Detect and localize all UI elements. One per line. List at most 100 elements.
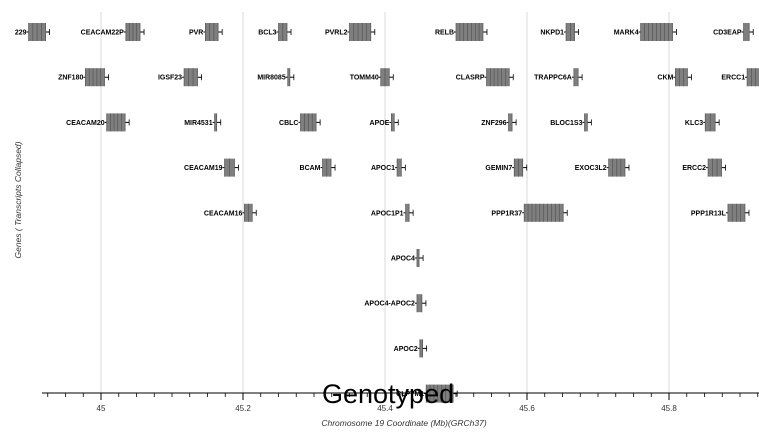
gene-ceacam19: CEACAM19 bbox=[184, 158, 239, 177]
gene-cd3eap: CD3EAP bbox=[713, 23, 754, 41]
gene-label: APOC1P1 bbox=[371, 210, 404, 217]
x-tick-label: 45.2 bbox=[235, 404, 251, 413]
x-axis-minor-ticks bbox=[47, 393, 759, 397]
gene-gemin7: GEMIN7 bbox=[485, 158, 528, 177]
gene-label: IGSF23 bbox=[158, 75, 182, 82]
gene-body bbox=[287, 68, 290, 87]
gene-trappc6a: TRAPPC6A bbox=[534, 68, 583, 87]
gene-exoc3l2: EXOC3L2 bbox=[575, 158, 630, 177]
gene-apoe: APOE bbox=[370, 113, 399, 132]
gene-ppp1r13l: PPP1R13L bbox=[691, 203, 750, 222]
gene-label: CEACAM19 bbox=[184, 165, 223, 172]
gene-label: EXOC3L2 bbox=[575, 165, 607, 172]
gene-mir4531: MIR4531 bbox=[184, 113, 222, 132]
gene-label: GEMIN7 bbox=[485, 165, 512, 172]
gene-body bbox=[205, 23, 219, 41]
gene-label: APOC2 bbox=[394, 346, 418, 353]
gene-body bbox=[573, 68, 579, 87]
gene-relb: RELB bbox=[435, 23, 488, 41]
gene-label: PVRL2 bbox=[325, 30, 348, 37]
gene-apoc4-apoc2: APOC4-APOC2 bbox=[364, 294, 427, 313]
gene-label: CEACAM16 bbox=[204, 210, 243, 217]
gene-label: ZNF180 bbox=[58, 75, 83, 82]
gene-label: CEACAM20 bbox=[66, 120, 105, 127]
gene-label: CD3EAP bbox=[713, 30, 742, 37]
gene-label: BCAM bbox=[300, 165, 321, 172]
gene-body bbox=[426, 384, 454, 403]
gene-body bbox=[106, 113, 126, 132]
gene-label: CBLC bbox=[279, 120, 298, 127]
x-axis-major-ticks: 45 45.2 45.4 45.6 45.8 bbox=[97, 393, 677, 413]
gene-label: PPP1R37 bbox=[491, 210, 522, 217]
x-tick-label: 45.4 bbox=[377, 404, 393, 413]
gene-mark4: MARK4 bbox=[614, 23, 677, 41]
gene-label: ERCC2 bbox=[682, 165, 706, 172]
gene-body bbox=[675, 68, 688, 87]
gene-igsf23: IGSF23 bbox=[158, 68, 202, 87]
gene-229: 229 bbox=[15, 23, 51, 41]
gene-label: MIR4531 bbox=[184, 120, 213, 127]
x-tick-label: 45.8 bbox=[661, 404, 677, 413]
gene-bcam: BCAM bbox=[300, 158, 336, 177]
gene-bcl3: BCL3 bbox=[258, 23, 292, 41]
gene-label: ERCC1 bbox=[721, 75, 745, 82]
gene-label: MARK4 bbox=[614, 30, 639, 37]
x-axis-title: Chromosome 19 Coordinate (Mb)(GRCh37) bbox=[321, 418, 487, 428]
gene-znf296: ZNF296 bbox=[481, 113, 517, 132]
gene-body bbox=[584, 113, 588, 132]
gene-body bbox=[405, 203, 410, 222]
gene-label: PVR bbox=[189, 30, 203, 37]
gene-body bbox=[456, 23, 483, 41]
gene-pvrl2: PVRL2 bbox=[325, 23, 376, 41]
gene-ercc1: ERCC1 bbox=[721, 68, 759, 87]
gene-label: CLPTM1 bbox=[396, 391, 424, 398]
y-axis-title: Genes ( Transcripts Collapsed) bbox=[13, 141, 23, 258]
gene-body bbox=[85, 68, 105, 87]
gene-body bbox=[743, 23, 750, 41]
gene-clptm1: CLPTM1 bbox=[396, 384, 458, 403]
gene-label: NKPD1 bbox=[540, 30, 564, 37]
gene-klc3: KLC3 bbox=[685, 113, 720, 132]
gene-label: PPP1R13L bbox=[691, 210, 727, 217]
gene-label: BLOC1S3 bbox=[550, 120, 582, 127]
gene-label: TRAPPC6A bbox=[534, 75, 572, 82]
gene-label: CEACAM22P bbox=[81, 30, 125, 37]
gene-apoc1p1: APOC1P1 bbox=[371, 203, 414, 222]
gene-nkpd1: NKPD1 bbox=[540, 23, 579, 41]
gene-label: APOC1 bbox=[371, 165, 395, 172]
gene-label: APOE bbox=[370, 120, 390, 127]
gene-bloc1s3: BLOC1S3 bbox=[550, 113, 592, 132]
gene-body bbox=[419, 339, 423, 358]
gene-apoc2: APOC2 bbox=[394, 339, 428, 358]
gene-label: ZNF296 bbox=[481, 120, 506, 127]
gene-tracks: 229 CEACAM22P PVR BCL3 PVRL2 RELB NKPD1 MARK4 CD… bbox=[15, 23, 759, 403]
gene-apoc1: APOC1 bbox=[371, 158, 406, 177]
gene-label: APOC4 bbox=[391, 256, 415, 263]
gene-label: RELB bbox=[435, 30, 454, 37]
gene-mir8085: MIR8085 bbox=[257, 68, 295, 87]
gene-label: CLASRP bbox=[456, 75, 485, 82]
gene-body bbox=[508, 113, 513, 132]
gene-ckm: CKM bbox=[657, 68, 692, 87]
gene-label: BCL3 bbox=[258, 30, 276, 37]
gene-ercc2: ERCC2 bbox=[682, 158, 726, 177]
gene-label: CKM bbox=[657, 75, 673, 82]
gene-body bbox=[391, 113, 395, 132]
gene-clasrp: CLASRP bbox=[456, 68, 514, 87]
gene-label: KLC3 bbox=[685, 120, 703, 127]
genotyped-caption: Genotyped bbox=[322, 379, 455, 409]
gene-ceacam20: CEACAM20 bbox=[66, 113, 130, 132]
gene-body bbox=[416, 249, 420, 267]
gene-body bbox=[747, 68, 759, 87]
gene-znf180: ZNF180 bbox=[58, 68, 109, 87]
gene-label: 229 bbox=[15, 30, 27, 37]
gene-label: APOC4-APOC2 bbox=[364, 301, 415, 308]
gene-cblc: CBLC bbox=[279, 113, 321, 132]
gene-body bbox=[349, 23, 371, 41]
gene-pvr: PVR bbox=[189, 23, 223, 41]
gene-body bbox=[708, 158, 722, 177]
gene-apoc4: APOC4 bbox=[391, 249, 424, 267]
x-tick-label: 45.6 bbox=[519, 404, 535, 413]
x-tick-label: 45 bbox=[97, 404, 106, 413]
